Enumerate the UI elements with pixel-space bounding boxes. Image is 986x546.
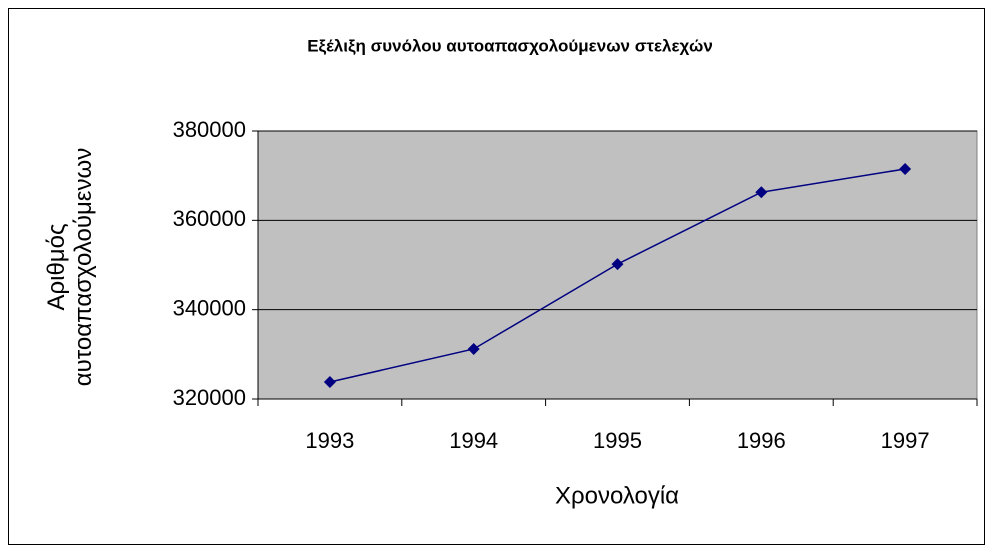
data-point (323, 376, 336, 389)
y-tick-label: 360000 (173, 206, 246, 231)
y-axis-title: Αριθμός αυτοαπασχολούμενων (43, 147, 97, 387)
y-tick-label: 380000 (173, 117, 246, 142)
data-point (899, 162, 912, 175)
data-point (611, 258, 624, 271)
y-tick-label: 340000 (173, 295, 246, 320)
x-tick-label: 1996 (737, 428, 786, 453)
x-tick-label: 1997 (881, 428, 930, 453)
data-point (755, 186, 768, 199)
chart-title: Εξέλιξη συνόλου αυτοαπασχολούμενων στελε… (307, 36, 713, 55)
y-tick-label: 320000 (173, 385, 246, 410)
x-tick-label: 1995 (593, 428, 642, 453)
data-point (467, 342, 480, 355)
x-axis-title: Χρονολογία (555, 482, 679, 509)
x-tick-label: 1994 (449, 428, 498, 453)
x-tick-label: 1993 (305, 428, 354, 453)
